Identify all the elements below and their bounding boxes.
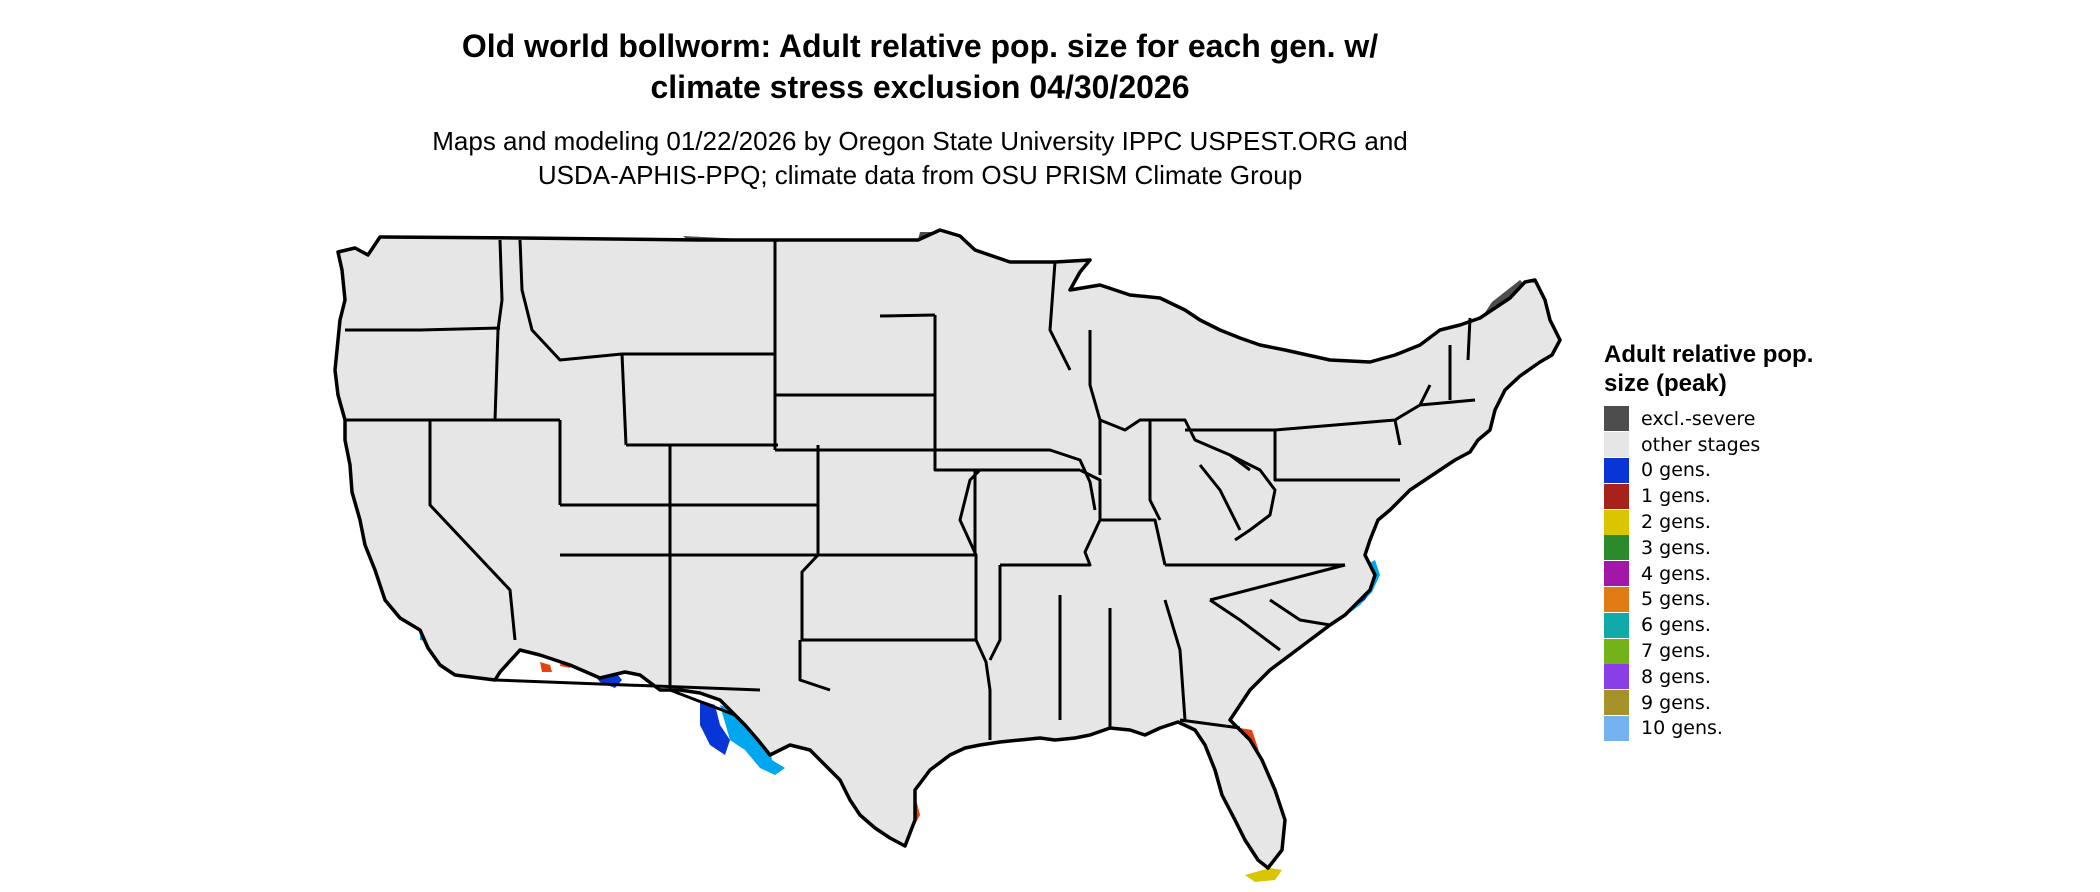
- state-borders: [333, 228, 1562, 870]
- legend-swatch: [1604, 690, 1629, 716]
- legend-item: 4 gens.: [1604, 561, 1824, 587]
- map-title: Old world bollworm: Adult relative pop. …: [0, 26, 1840, 108]
- legend-item: other stages: [1604, 432, 1824, 458]
- legend-label: excl.-severe: [1641, 407, 1756, 430]
- subtitle-line-2: USDA-APHIS-PPQ; climate data from OSU PR…: [537, 160, 1303, 190]
- legend-label: 2 gens.: [1641, 511, 1711, 534]
- legend-item: 7 gens.: [1604, 638, 1824, 664]
- legend-item: excl.-severe: [1604, 406, 1824, 432]
- legend-swatch: [1604, 483, 1629, 509]
- legend-item: 10 gens.: [1604, 715, 1824, 742]
- legend-swatch: [1604, 406, 1629, 432]
- legend-label: 10 gens.: [1641, 717, 1723, 740]
- interior-borders: [345, 239, 1476, 740]
- two-gens-areas: [1245, 868, 1282, 882]
- legend-item: 1 gens.: [1604, 483, 1824, 509]
- legend-item: 0 gens.: [1604, 457, 1824, 484]
- legend-item: 2 gens.: [1604, 509, 1824, 535]
- legend-label: 3 gens.: [1641, 536, 1711, 559]
- legend-swatch: [1604, 509, 1629, 535]
- legend-swatch: [1604, 586, 1629, 612]
- legend-swatch: [1604, 561, 1629, 587]
- legend-label: 0 gens.: [1641, 459, 1711, 482]
- legend-label: other stages: [1641, 433, 1761, 456]
- subtitle-line-1: Maps and modeling 01/22/2026 by Oregon S…: [432, 126, 1408, 156]
- title-line-1: Old world bollworm: Adult relative pop. …: [461, 28, 1379, 64]
- legend-swatch: [1604, 612, 1629, 638]
- legend-swatch: [1604, 432, 1629, 458]
- map-legend: Adult relative pop. size (peak) excl.-se…: [1604, 340, 1824, 741]
- legend-item: 6 gens.: [1604, 612, 1824, 638]
- legend-title: Adult relative pop. size (peak): [1604, 341, 1814, 397]
- legend-swatch: [1604, 664, 1629, 690]
- legend-swatch: [1604, 715, 1629, 741]
- legend-swatch: [1604, 638, 1629, 664]
- legend-item: 5 gens.: [1604, 586, 1824, 613]
- legend-label: 5 gens.: [1641, 588, 1711, 611]
- legend-label: 6 gens.: [1641, 614, 1711, 637]
- legend-label: 7 gens.: [1641, 640, 1711, 663]
- legend-label: 8 gens.: [1641, 665, 1711, 688]
- legend-item: 3 gens.: [1604, 535, 1824, 561]
- legend-items: excl.-severe other stages 0 gens. 1 gens. 2 …: [1604, 406, 1824, 741]
- legend-swatch: [1604, 457, 1629, 483]
- legend-label: 4 gens.: [1641, 562, 1711, 585]
- map-subtitle: Maps and modeling 01/22/2026 by Oregon S…: [0, 124, 1840, 192]
- legend-item: 8 gens.: [1604, 664, 1824, 690]
- legend-swatch: [1604, 535, 1629, 561]
- legend-item: 9 gens.: [1604, 690, 1824, 716]
- title-line-2: climate stress exclusion 04/30/2026: [650, 69, 1190, 105]
- legend-label: 9 gens.: [1641, 691, 1711, 714]
- legend-label: 1 gens.: [1641, 485, 1711, 508]
